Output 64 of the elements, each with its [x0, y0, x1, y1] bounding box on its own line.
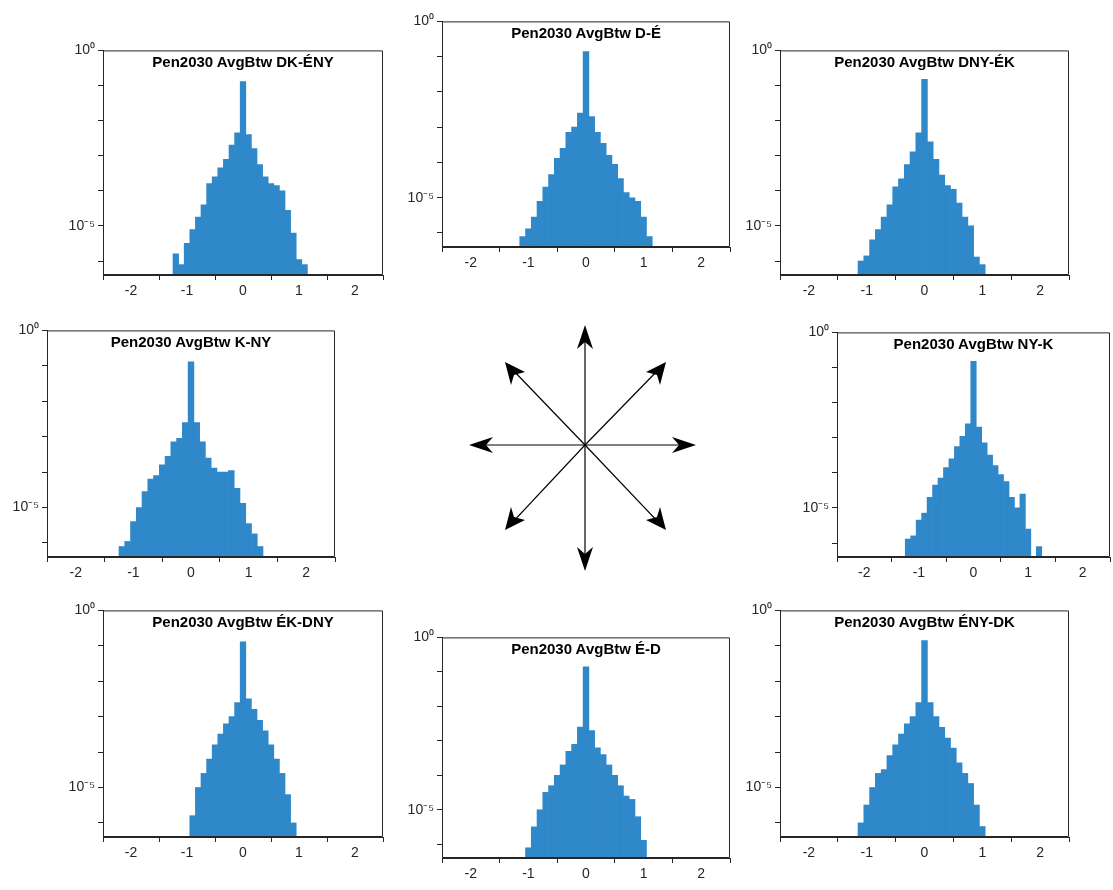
chart-title: Pen2030 AvgBtw É-D [511, 640, 662, 658]
x-tick-label: -2 [464, 865, 478, 882]
x-tick-label: 0 [239, 844, 248, 861]
x-tick-label: -1 [912, 564, 926, 581]
y-tick-label: 10⁻⁵ [12, 498, 39, 515]
x-tick-label: 2 [351, 282, 360, 299]
x-tick-label: -2 [124, 844, 138, 861]
x-tick-label: 2 [1078, 564, 1087, 581]
chart-title: Pen2030 AvgBtw ÉK-DNY [152, 613, 334, 631]
y-tick-label: 10⁰ [413, 628, 434, 645]
x-tick-label: -2 [464, 254, 478, 271]
y-tick-label: 10⁰ [74, 41, 95, 58]
y-tick-label: 10⁻⁵ [802, 498, 829, 515]
y-tick-label: 10⁻⁵ [407, 800, 434, 817]
x-tick-label: -2 [124, 282, 138, 299]
x-tick-label: -2 [802, 844, 816, 861]
x-tick-label: 2 [302, 564, 311, 581]
x-tick-label: 2 [697, 865, 706, 882]
x-tick-label: -1 [180, 844, 194, 861]
x-tick-label: -2 [802, 282, 816, 299]
chart-title: Pen2030 AvgBtw NY-K [893, 335, 1054, 353]
x-tick-label: 1 [978, 844, 987, 861]
x-tick-label: 1 [1024, 564, 1033, 581]
x-tick-label: 1 [639, 865, 648, 882]
x-tick-label: 2 [1036, 844, 1045, 861]
x-tick-label: 0 [969, 564, 978, 581]
x-tick-label: 2 [697, 254, 706, 271]
y-tick-label: 10⁰ [751, 601, 772, 618]
x-tick-label: 1 [295, 282, 304, 299]
y-tick-label: 10⁰ [413, 12, 434, 29]
y-tick-label: 10⁰ [751, 41, 772, 58]
x-tick-label: -2 [858, 564, 871, 581]
x-tick-label: 1 [978, 282, 987, 299]
x-tick-label: 0 [920, 844, 929, 861]
x-tick-label: 0 [239, 282, 248, 299]
y-tick-label: 10⁻⁵ [745, 778, 772, 795]
chart-title: Pen2030 AvgBtw D-É [511, 24, 661, 42]
y-tick-label: 10⁰ [808, 323, 829, 340]
y-tick-label: 10⁰ [18, 321, 39, 338]
y-tick-label: 10⁻⁵ [745, 216, 772, 233]
x-tick-label: 0 [187, 564, 196, 581]
x-tick-label: -1 [522, 865, 535, 882]
x-tick-label: 2 [1036, 282, 1045, 299]
x-tick-label: 1 [639, 254, 648, 271]
x-tick-label: 0 [582, 254, 591, 271]
x-tick-label: -1 [180, 282, 194, 299]
y-tick-label: 10⁻⁵ [68, 778, 95, 795]
y-tick-label: 10⁰ [74, 601, 95, 618]
x-tick-label: -1 [860, 282, 874, 299]
chart-title: Pen2030 AvgBtw DK-ÉNY [152, 53, 334, 71]
x-tick-label: 0 [920, 282, 929, 299]
chart-title: Pen2030 AvgBtw ÉNY-DK [834, 613, 1015, 631]
x-tick-label: -1 [522, 254, 535, 271]
x-tick-label: -1 [127, 564, 140, 581]
x-tick-label: -1 [860, 844, 874, 861]
x-tick-label: 1 [295, 844, 304, 861]
x-tick-label: -2 [69, 564, 83, 581]
y-tick-label: 10⁻⁵ [68, 216, 95, 233]
x-tick-label: 1 [244, 564, 253, 581]
x-tick-label: 0 [582, 865, 591, 882]
x-tick-label: 2 [351, 844, 360, 861]
y-tick-label: 10⁻⁵ [407, 188, 434, 205]
chart-title: Pen2030 AvgBtw DNY-ÉK [834, 53, 1015, 71]
chart-title: Pen2030 AvgBtw K-NY [110, 333, 272, 351]
